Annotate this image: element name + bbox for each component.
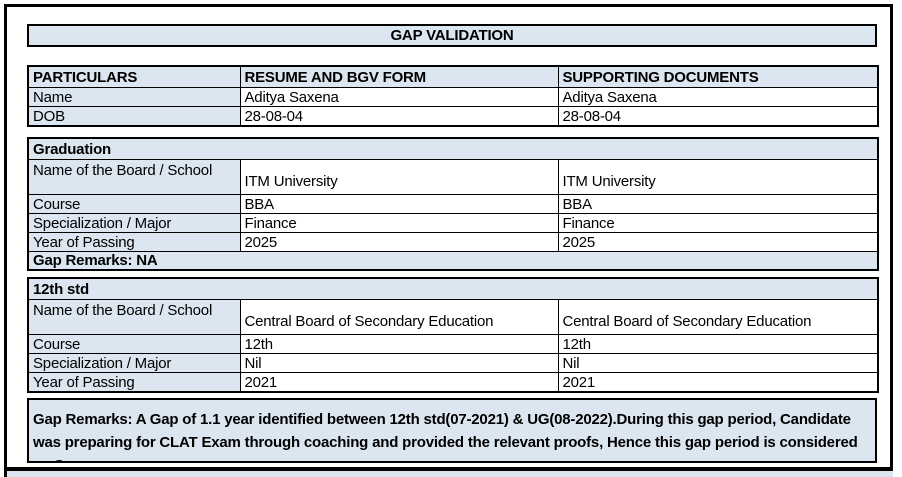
table-row-dob: DOB 28-08-04 28-08-04	[27, 106, 879, 127]
resume-value-cell: ITM University	[239, 159, 559, 195]
table-header-row: PARTICULARS RESUME AND BGV FORM SUPPORTI…	[27, 65, 879, 88]
final-gap-remarks-text: Gap Remarks: A Gap of 1.1 year identifie…	[33, 411, 858, 461]
section-title-graduation: Graduation	[27, 137, 879, 160]
particulars-table: PARTICULARS RESUME AND BGV FORM SUPPORTI…	[27, 65, 879, 127]
table-row-year-of-passing: Year of Passing 2025 2025	[27, 232, 879, 252]
column-header-particulars: PARTICULARS	[27, 65, 241, 88]
supporting-value-cell: 2021	[557, 372, 879, 393]
resume-value-cell: 12th	[239, 334, 559, 354]
resume-value-cell: Nil	[239, 353, 559, 373]
row-label-cell: Specialization / Major	[27, 213, 241, 233]
resume-value-cell: Central Board of Secondary Education	[239, 299, 559, 335]
table-row-year-of-passing: Year of Passing 2021 2021	[27, 372, 879, 393]
row-label-cell: Name of the Board / School	[27, 299, 241, 335]
supporting-value-cell: Nil	[557, 353, 879, 373]
supporting-value-cell: ITM University	[557, 159, 879, 195]
resume-value-cell: 28-08-04	[239, 106, 559, 127]
supporting-value-cell: 12th	[557, 334, 879, 354]
row-label-cell: Name	[27, 87, 241, 107]
column-header-supporting-documents: SUPPORTING DOCUMENTS	[557, 65, 879, 88]
supporting-value-cell: Finance	[557, 213, 879, 233]
resume-value-cell: 2021	[239, 372, 559, 393]
resume-value-cell: Aditya Saxena	[239, 87, 559, 107]
supporting-value-cell: BBA	[557, 194, 879, 214]
gap-remarks-row: Gap Remarks: NA	[27, 251, 879, 271]
row-label-cell: Specialization / Major	[27, 353, 241, 373]
table-row-name: Name Aditya Saxena Aditya Saxena	[27, 87, 879, 107]
supporting-value-cell: Central Board of Secondary Education	[557, 299, 879, 335]
section-title-twelfth-std: 12th std	[27, 277, 879, 300]
row-label-cell: Year of Passing	[27, 372, 241, 393]
table-row-course: Course 12th 12th	[27, 334, 879, 354]
page-border-frame	[4, 4, 893, 477]
document-title-bar: GAP VALIDATION	[27, 24, 877, 47]
supporting-value-cell: Aditya Saxena	[557, 87, 879, 107]
row-label-cell: Year of Passing	[27, 232, 241, 252]
page-title: GAP VALIDATION	[390, 27, 514, 44]
section-header-row: Graduation	[27, 137, 879, 160]
graduation-table: Graduation Name of the Board / School IT…	[27, 137, 880, 271]
table-row-board-school: Name of the Board / School ITM Universit…	[27, 159, 879, 195]
table-row-board-school: Name of the Board / School Central Board…	[27, 299, 879, 335]
resume-value-cell: Finance	[239, 213, 559, 233]
row-label-cell: Course	[27, 194, 241, 214]
table-row-course: Course BBA BBA	[27, 194, 879, 214]
row-label-cell: Course	[27, 334, 241, 354]
section-header-row: 12th std	[27, 277, 879, 300]
column-header-resume-bgv: RESUME AND BGV FORM	[239, 65, 559, 88]
row-label-cell: Name of the Board / School	[27, 159, 241, 195]
next-section-divider	[7, 467, 893, 477]
table-row-specialization: Specialization / Major Finance Finance	[27, 213, 879, 233]
resume-value-cell: BBA	[239, 194, 559, 214]
resume-value-cell: 2025	[239, 232, 559, 252]
final-gap-remarks-box: Gap Remarks: A Gap of 1.1 year identifie…	[27, 398, 877, 463]
twelfth-std-table: 12th std Name of the Board / School Cent…	[27, 277, 880, 393]
table-row-specialization: Specialization / Major Nil Nil	[27, 353, 879, 373]
supporting-value-cell: 28-08-04	[557, 106, 879, 127]
supporting-value-cell: 2025	[557, 232, 879, 252]
row-label-cell: DOB	[27, 106, 241, 127]
graduation-gap-remarks: Gap Remarks: NA	[27, 251, 879, 271]
